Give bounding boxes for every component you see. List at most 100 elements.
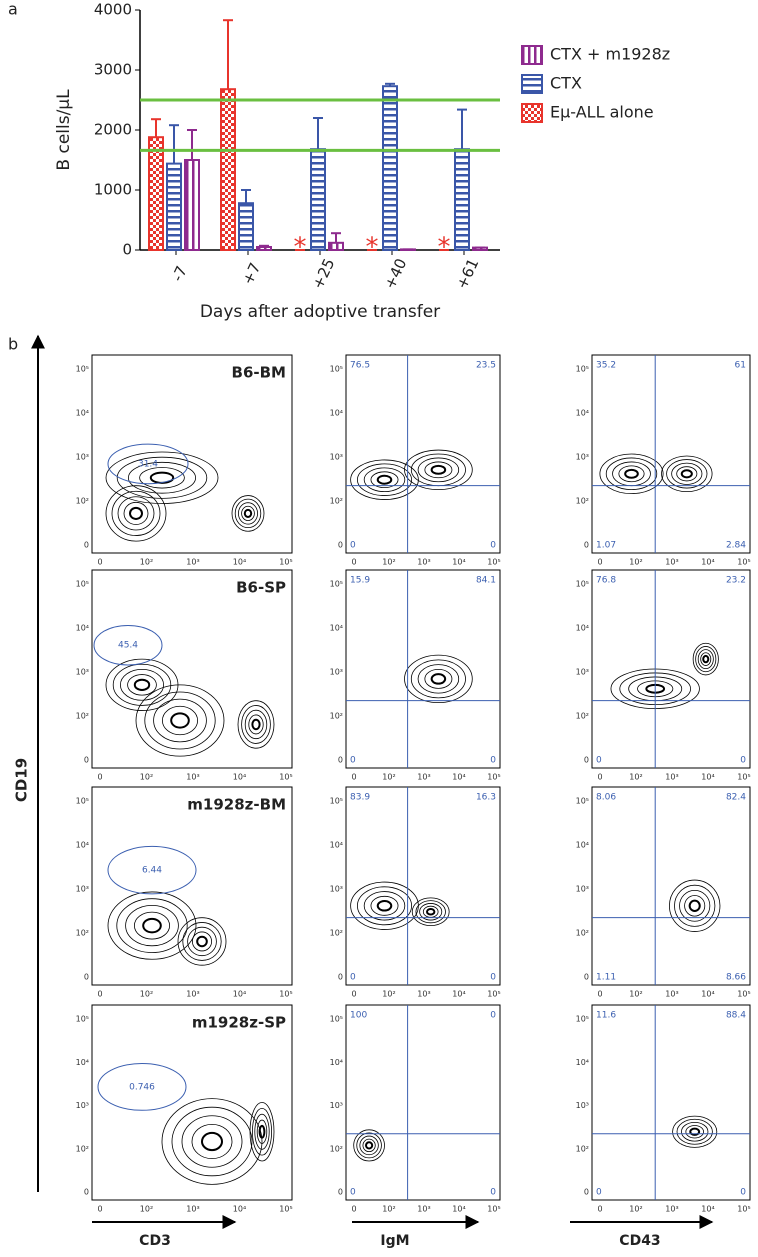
y-tick-label: 2000 (94, 121, 132, 139)
x-tick-label: -7 (168, 263, 191, 284)
plot-frame (91, 354, 293, 554)
annotation: * (366, 233, 379, 263)
quadrant-value: 88.4 (726, 1011, 746, 1021)
contour (424, 461, 453, 479)
y-tick-label: 10⁵ (330, 580, 343, 589)
y-tick-label: 0 (84, 1188, 89, 1197)
y-tick-label: 0 (338, 541, 343, 550)
y-tick-label: 10² (330, 1144, 343, 1153)
y-tick-label: 0 (584, 973, 589, 982)
gate-value: 31.4 (138, 459, 158, 469)
contour (161, 705, 198, 736)
plot-frame (91, 1004, 293, 1201)
contour (116, 456, 208, 499)
contour (241, 505, 255, 521)
gate (107, 845, 197, 895)
y-tick-label: 10² (76, 712, 89, 721)
bar (166, 162, 182, 252)
contour (417, 664, 460, 694)
y-tick-label: 10⁵ (576, 797, 589, 806)
y-tick-label: 10⁴ (330, 1058, 343, 1067)
x-tick-label: 10² (629, 558, 642, 567)
contour (256, 1119, 268, 1144)
contour (116, 898, 188, 953)
contour (599, 453, 664, 494)
x-tick-label: 10⁵ (279, 1205, 292, 1214)
bar (310, 148, 326, 251)
quadrant-value: 61 (735, 361, 746, 371)
y-tick-label: 0 (338, 1188, 343, 1197)
x-tick-label: 0 (597, 558, 602, 567)
x-tick-label: 10² (629, 990, 642, 999)
contour (430, 673, 447, 685)
y-tick-label: 10² (76, 929, 89, 938)
contour (676, 1118, 713, 1145)
quadrant-value: 0 (350, 973, 356, 983)
y-tick-label: 10⁴ (330, 841, 343, 850)
contour (241, 705, 271, 744)
y-tick-label: 10⁵ (76, 1015, 89, 1024)
plot-frame (91, 786, 293, 986)
x-tick-label: 10⁴ (233, 990, 246, 999)
x-axis-label: CD3 (139, 1233, 171, 1249)
x-tick-label: 0 (351, 1205, 356, 1214)
contour (187, 926, 217, 957)
contour (117, 496, 155, 531)
quadrant-value: 8.06 (596, 793, 616, 803)
quadrant-value: 16.3 (476, 793, 496, 803)
gate (93, 624, 163, 666)
contour (618, 465, 645, 483)
x-tick-label: 10⁴ (452, 1205, 465, 1214)
x-tick-label: 10³ (417, 558, 430, 567)
y-axis-label: CD19 (13, 758, 31, 802)
quadrant-value: 83.9 (350, 793, 370, 803)
y-tick-label: 0 (84, 541, 89, 550)
quadrant-value: 100 (350, 1011, 367, 1021)
x-tick-label: 10⁵ (279, 558, 292, 567)
y-tick-label: 10³ (330, 668, 343, 677)
x-tick-label: 10⁴ (233, 773, 246, 782)
y-tick-label: 10³ (576, 1101, 589, 1110)
contour (410, 659, 466, 699)
x-tick-label: 10³ (186, 1205, 199, 1214)
contour (376, 474, 393, 485)
y-tick-label: 10⁴ (576, 624, 589, 633)
panel-label: a (8, 0, 18, 19)
contour (243, 508, 253, 518)
error-bar (385, 82, 395, 87)
contour (191, 1123, 233, 1160)
contour (144, 691, 216, 750)
y-tick-label: 10² (76, 1144, 89, 1153)
x-tick-label: 10⁵ (737, 990, 750, 999)
x-tick-label: 10⁴ (233, 558, 246, 567)
plot-frame (591, 786, 751, 986)
x-tick-label: +40 (381, 256, 411, 292)
gate-value: 0.746 (129, 1082, 155, 1092)
y-tick-label: 10⁵ (576, 365, 589, 374)
y-tick-label: 10³ (576, 453, 589, 462)
legend-swatch (521, 74, 543, 94)
x-tick-label: 10⁵ (737, 558, 750, 567)
contour (353, 1129, 385, 1162)
x-tick-label: 10³ (186, 558, 199, 567)
x-tick-label: +25 (309, 256, 339, 292)
contour (695, 646, 717, 673)
x-tick-label: 10⁵ (487, 558, 500, 567)
quadrant-value: 0 (490, 973, 496, 983)
quadrant-value: 0 (350, 541, 356, 551)
contour (249, 1102, 275, 1162)
legend-label: Eµ-ALL alone (550, 103, 654, 122)
y-tick-label: 10⁴ (76, 624, 89, 633)
contour (234, 498, 262, 529)
y-tick-label: 10⁴ (576, 841, 589, 850)
x-tick-label: +61 (453, 256, 483, 292)
y-tick-label: 10⁴ (576, 409, 589, 418)
contour (404, 654, 473, 704)
quadrant-value: 0 (490, 1188, 496, 1198)
x-tick-label: 0 (97, 558, 102, 567)
contour (681, 1121, 709, 1142)
plot-frame (345, 569, 501, 769)
contour (127, 461, 196, 494)
contour (112, 663, 172, 706)
quadrant-value: 0 (740, 756, 746, 766)
